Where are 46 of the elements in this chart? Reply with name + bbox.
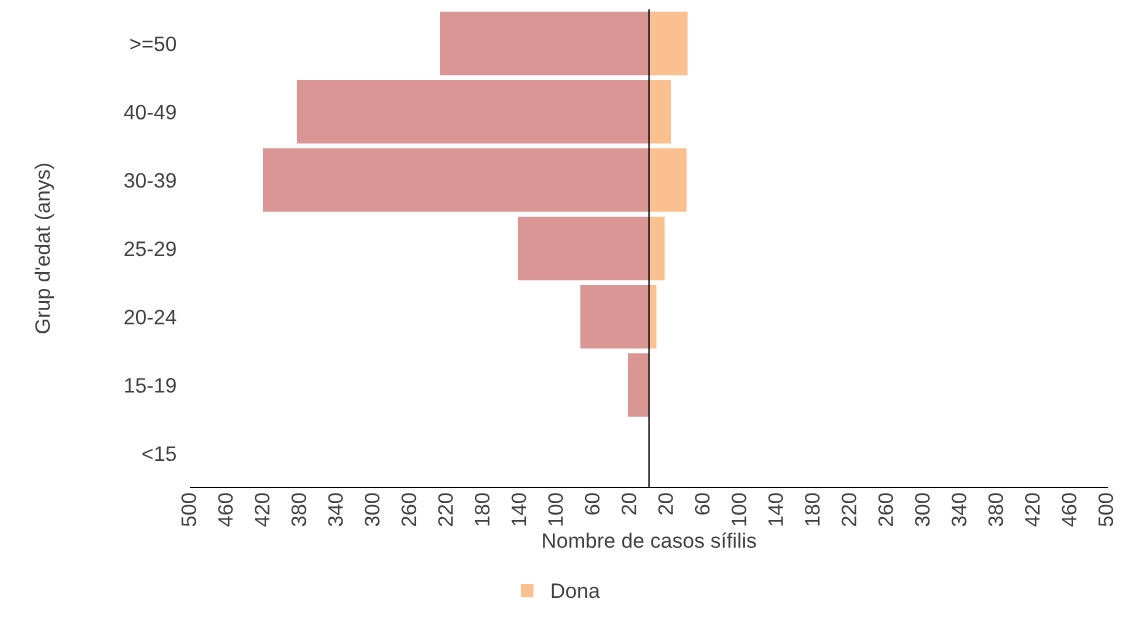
x-tick-label: 500: [1098, 493, 1114, 527]
x-tick-label: 420: [254, 493, 270, 527]
bar: [263, 148, 650, 212]
x-tick-label: 180: [474, 493, 490, 526]
x-tick-label: 260: [878, 493, 894, 527]
x-tick-label: 100: [731, 493, 747, 526]
bar: [439, 11, 650, 76]
x-tick-label: 380: [291, 493, 307, 527]
x-tick-label: 220: [841, 493, 857, 527]
y-axis-title: Grup d'edat (anys): [34, 163, 55, 334]
bar: [296, 80, 650, 144]
y-tick-label: 25-29: [124, 241, 176, 257]
x-tick-label: 460: [218, 493, 233, 527]
y-tick-label: 30-39: [124, 173, 176, 188]
x-tick-label: 340: [328, 493, 343, 527]
x-tick-label: 500: [181, 493, 197, 527]
bar: [517, 216, 650, 281]
bar: [649, 11, 688, 76]
x-axis-title: Nombre de casos sífilis: [543, 532, 756, 548]
x-tick-label: 420: [1025, 493, 1040, 527]
x-tick-label: 20: [621, 493, 637, 515]
legend-label: Dona: [551, 583, 600, 599]
y-tick-label: 15-19: [125, 378, 176, 393]
x-tick-label: 60: [694, 493, 710, 515]
x-tick-label: 140: [768, 493, 784, 526]
x-tick-label: 300: [364, 493, 380, 527]
y-tick-label: <15: [142, 446, 176, 462]
x-tick-label: 380: [988, 493, 1004, 527]
bar: [649, 216, 665, 281]
x-tick-label: 340: [951, 493, 967, 527]
x-tick-label: 260: [401, 493, 417, 527]
bar: [580, 284, 650, 349]
x-tick-label: 300: [914, 493, 930, 527]
x-tick-label: 140: [511, 493, 527, 526]
y-tick-label: 40-49: [124, 104, 176, 120]
x-tick-label: 460: [1061, 493, 1077, 527]
x-tick-label: 180: [804, 493, 820, 526]
bar: [627, 353, 650, 417]
x-tick-label: 220: [438, 493, 453, 527]
x-tick-label: 20: [658, 493, 673, 515]
bar: [649, 80, 672, 144]
bar: [649, 148, 687, 212]
x-tick-label: 60: [584, 493, 600, 515]
y-tick-label: >=50: [130, 36, 176, 52]
x-tick-label: 100: [548, 493, 563, 526]
y-tick-label: 20-24: [124, 309, 177, 325]
